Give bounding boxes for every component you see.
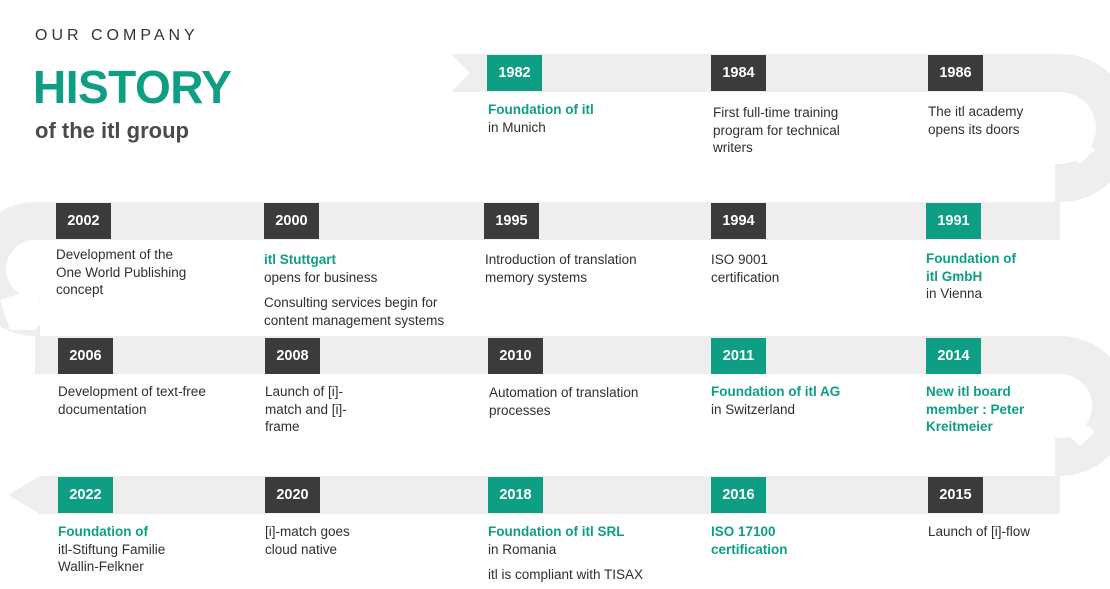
milestone-text: in Munich <box>488 119 546 135</box>
milestone-2020: [i]-match goes cloud native <box>265 523 375 558</box>
milestone-text: Development of the One World Publishing … <box>56 247 187 297</box>
milestone-text-2: itl is compliant with TISAX <box>488 567 644 582</box>
year-box-2022: 2022 <box>58 477 113 513</box>
milestone-highlight: itl Stuttgart <box>264 252 336 267</box>
milestone-highlight: New itl board member : Peter Kreitmeier <box>926 384 1025 434</box>
year-box-2014: 2014 <box>926 338 981 374</box>
year-box-2015: 2015 <box>928 477 983 513</box>
milestone-highlight: Foundation of itl SRL <box>488 524 625 539</box>
milestone-2016: ISO 17100 certification <box>711 523 811 558</box>
track-row-3 <box>35 336 1060 374</box>
track-chevron-2 <box>0 290 50 330</box>
milestone-highlight: ISO 17100 certification <box>711 524 788 557</box>
milestone-highlight: Foundation of itl <box>488 102 594 117</box>
year-box-1994: 1994 <box>711 203 766 239</box>
year-box-1991: 1991 <box>926 203 981 239</box>
milestone-text-2: Consulting services begin for content ma… <box>264 295 445 328</box>
track-turn-right-2 <box>1055 336 1110 476</box>
milestone-1991: Foundation of itl GmbH in Vienna <box>926 250 1016 303</box>
panel-row-1 <box>475 92 1055 202</box>
panel-row-3 <box>40 374 1055 476</box>
year-box-2011: 2011 <box>711 338 766 374</box>
milestone-text: [i]-match goes cloud native <box>265 524 350 557</box>
milestone-highlight: Foundation of <box>58 524 148 539</box>
milestone-2008: Launch of [i]-match and [i]-frame <box>265 383 360 436</box>
year-box-2008: 2008 <box>265 338 320 374</box>
page-title: HISTORY <box>33 61 232 113</box>
year-box-1995: 1995 <box>484 203 539 239</box>
year-box-1982: 1982 <box>487 55 542 91</box>
milestone-highlight: Foundation of itl AG <box>711 384 841 399</box>
year-box-2016: 2016 <box>711 477 766 513</box>
milestone-text: Introduction of translation memory syste… <box>485 252 637 285</box>
track-row-2 <box>35 202 1060 240</box>
milestone-text: in Vienna <box>926 286 983 301</box>
milestone-text: Development of text-free documentation <box>58 384 206 417</box>
milestone-2006: Development of text-free documentation <box>58 383 228 418</box>
milestone-text: opens for business <box>264 269 378 285</box>
year-box-2018: 2018 <box>488 477 543 513</box>
year-box-2010: 2010 <box>488 338 543 374</box>
milestone-2014: New itl board member : Peter Kreitmeier <box>926 383 1041 436</box>
year-box-1984: 1984 <box>711 55 766 91</box>
year-box-2002: 2002 <box>56 203 111 239</box>
milestone-2011: Foundation of itl AG in Switzerland <box>711 383 881 418</box>
track-turn-right-1 <box>1055 54 1110 202</box>
milestone-text: Launch of [i]-flow <box>928 524 1031 539</box>
year-box-2020: 2020 <box>265 477 320 513</box>
milestone-2018: Foundation of itl SRL in Romania itl is … <box>488 523 688 584</box>
milestone-2000: itl Stuttgart opens for business Consult… <box>264 251 464 329</box>
milestone-text: First full-time training program for tec… <box>713 105 840 155</box>
milestone-2022: Foundation of itl-Stiftung Familie Walli… <box>58 523 208 576</box>
year-box-1986: 1986 <box>928 55 983 91</box>
milestone-text: Launch of [i]-match and [i]-frame <box>265 384 347 434</box>
milestone-text: Automation of translation processes <box>489 385 639 418</box>
milestone-highlight: Foundation of itl GmbH <box>926 251 1016 284</box>
year-box-2006: 2006 <box>58 338 113 374</box>
milestone-1995: Introduction of translation memory syste… <box>485 251 660 286</box>
milestone-text: in Romania <box>488 541 557 557</box>
milestone-1994: ISO 9001 certification <box>711 251 791 286</box>
page-subtitle: of the itl group <box>35 118 189 143</box>
milestone-2002: Development of the One World Publishing … <box>56 246 201 299</box>
milestone-2010: Automation of translation processes <box>489 384 659 419</box>
milestone-1982: Foundation of itl in Munich <box>488 101 688 136</box>
section-eyebrow: OUR COMPANY <box>35 27 199 44</box>
milestone-1984: First full-time training program for tec… <box>713 104 853 157</box>
milestone-2015: Launch of [i]-flow <box>928 523 1078 541</box>
milestone-text: itl-Stiftung Familie Wallin-Felkner <box>58 541 166 575</box>
milestone-text: in Switzerland <box>711 401 796 417</box>
panel-row-2 <box>40 240 1055 336</box>
milestone-1986: The itl academy opens its doors <box>928 103 1038 138</box>
year-box-2000: 2000 <box>264 203 319 239</box>
milestone-text: The itl academy opens its doors <box>928 104 1024 137</box>
milestone-text: ISO 9001 certification <box>711 252 780 285</box>
